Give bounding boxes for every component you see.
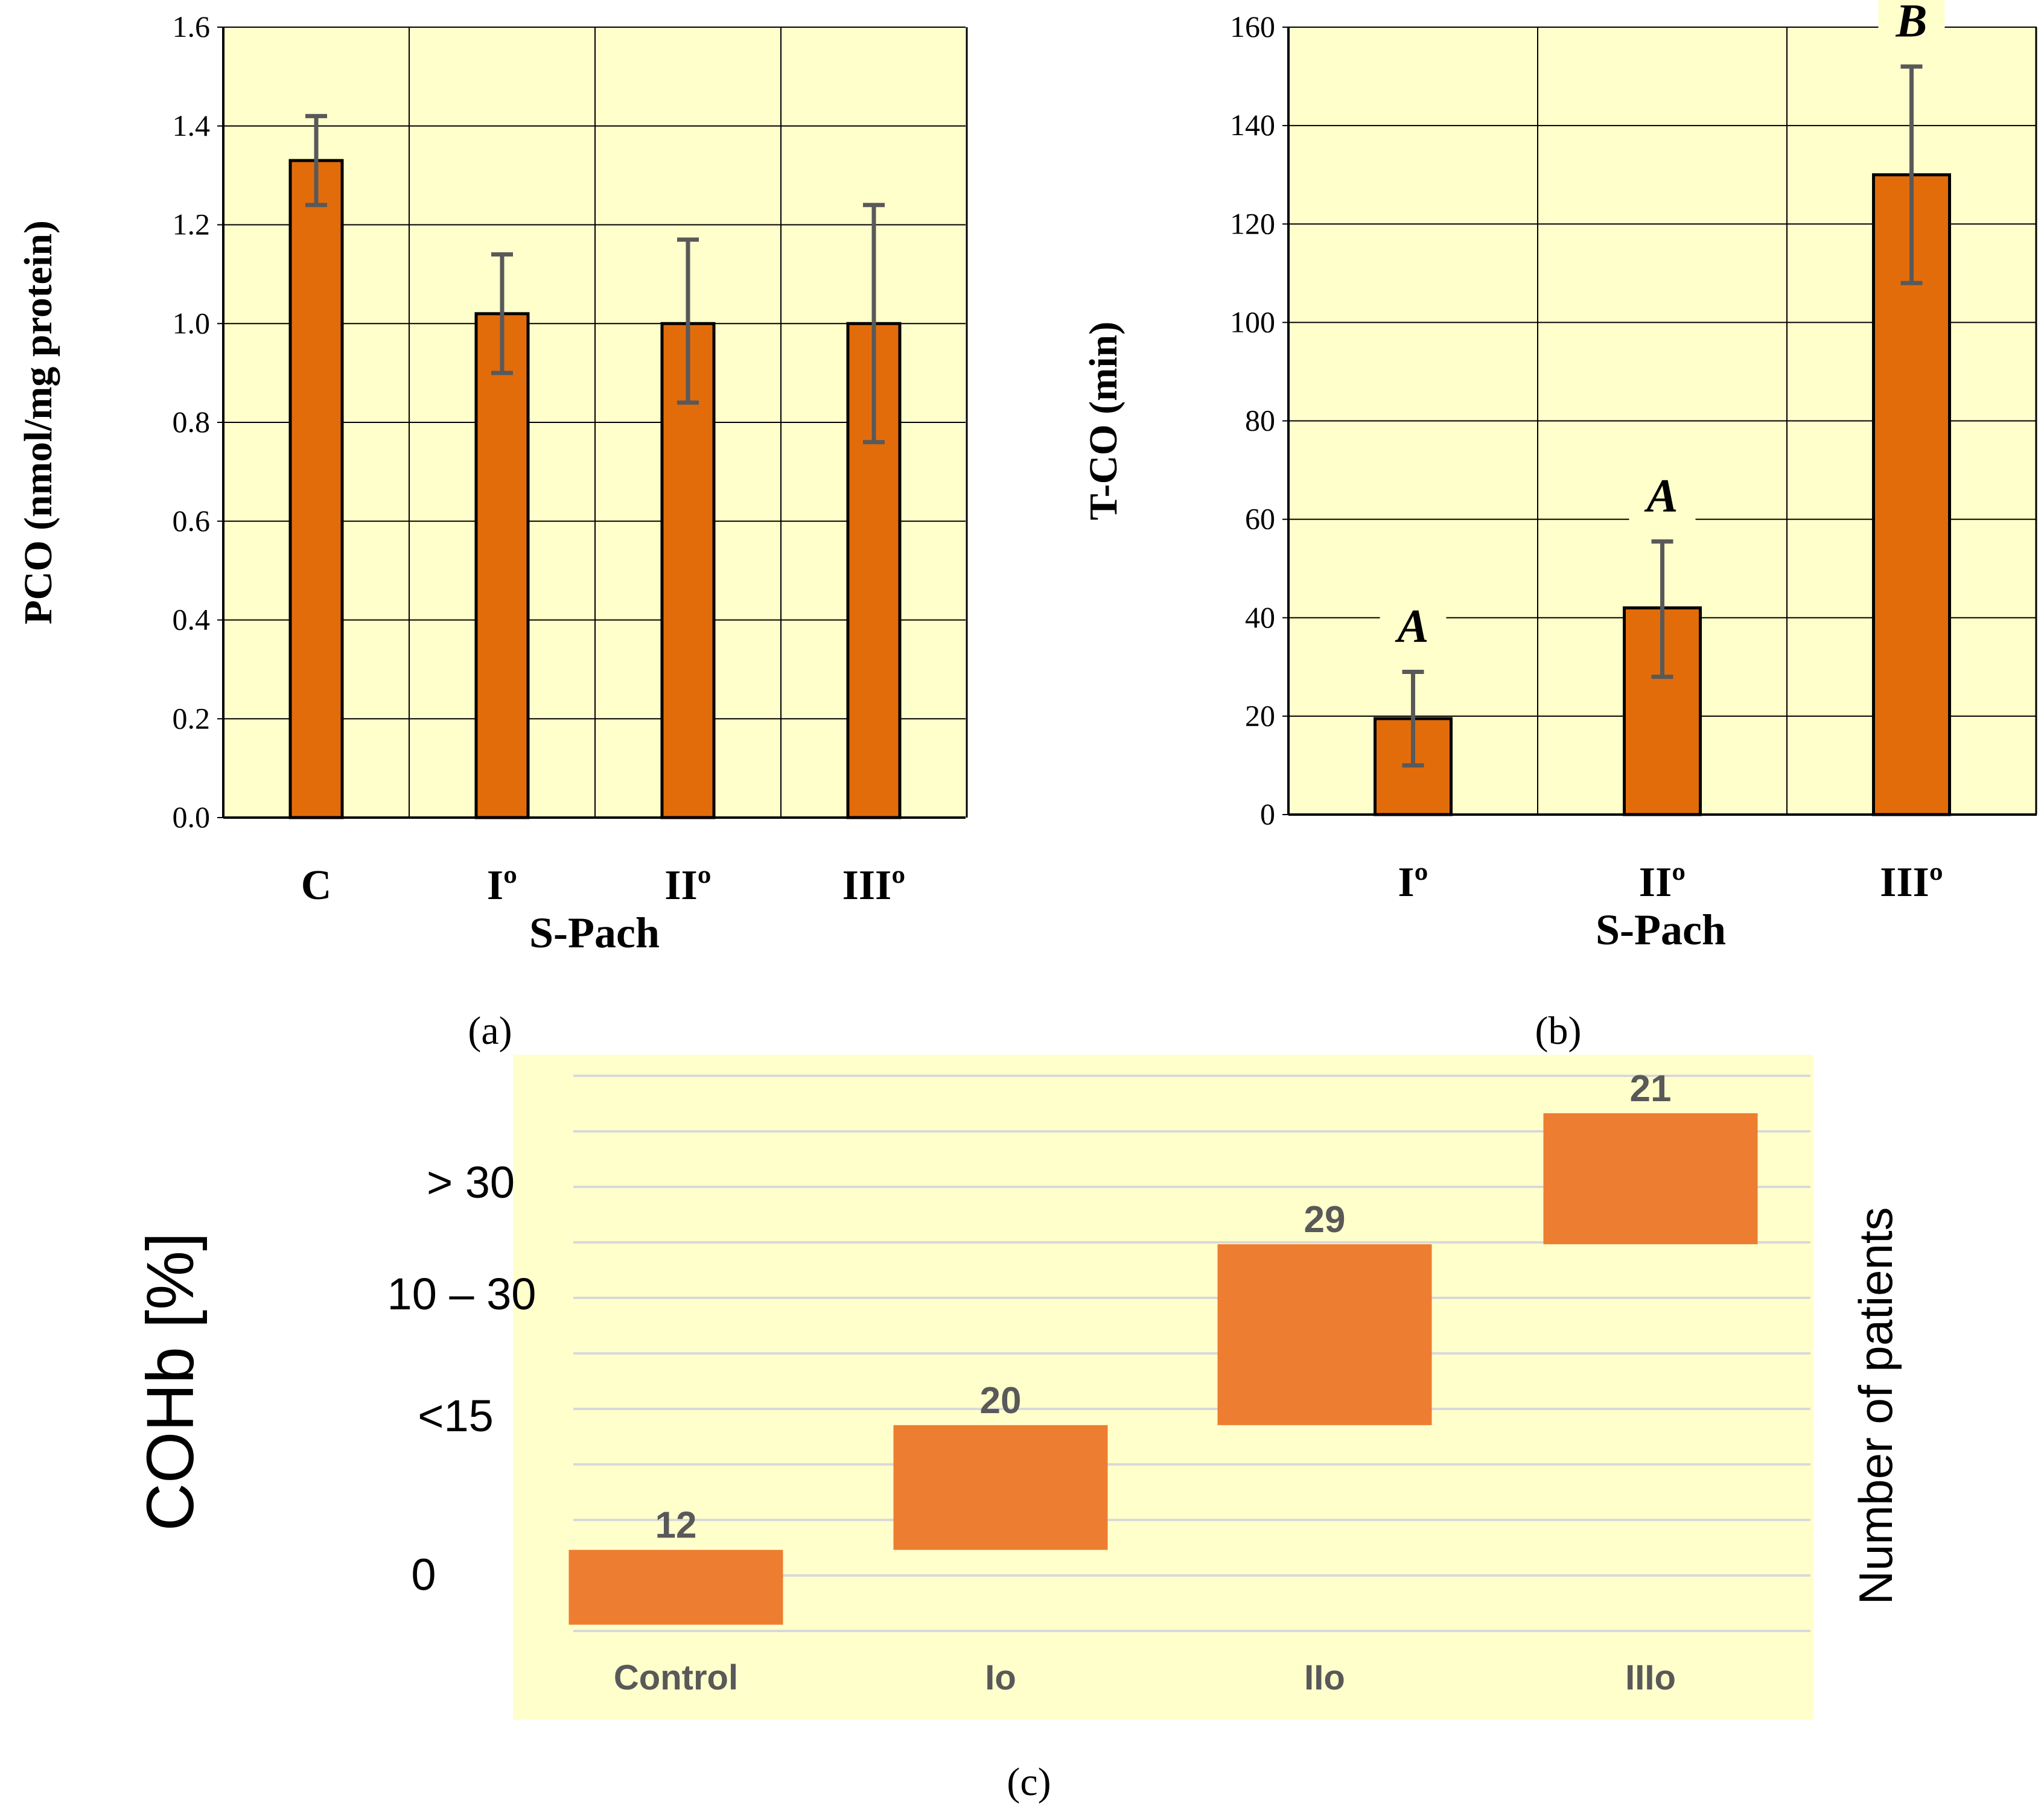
x-tick-label: IIIº [842, 862, 906, 909]
x-tick-label: Iº [1398, 859, 1428, 906]
bar [288, 159, 344, 819]
y-tick-label: 40 [1245, 600, 1275, 634]
letter-mask [1629, 474, 1696, 523]
data-label: 12 [655, 1505, 697, 1546]
y-axis-title: PCO (nmol/mg protein) [16, 220, 60, 625]
x-tick-label: C [301, 862, 332, 909]
x-tick-label: Iº [487, 862, 517, 909]
x-tick-label: Io [985, 1658, 1016, 1697]
data-label: 20 [980, 1380, 1022, 1422]
data-label: 29 [1304, 1199, 1346, 1241]
y-tick-label: 80 [1245, 404, 1275, 437]
y-tick-label: 0.0 [173, 800, 211, 834]
floating-bar [1543, 1113, 1758, 1245]
chart-panel-c: 0 <15 10 – 30 > 30 12 Control 20 Io 29 IIo 21 IIIo C… [133, 1055, 1902, 1804]
data-label: 21 [1630, 1068, 1672, 1110]
x-tick-label: IIº [664, 862, 712, 909]
x-tick-label: IIº [1639, 859, 1686, 906]
x-tick-label: IIIº [1880, 859, 1943, 906]
panel-label: (b) [1535, 1009, 1582, 1053]
y-category-label: 0 [411, 1549, 436, 1600]
x-tick-label: Control [614, 1658, 738, 1697]
panel-label: (a) [468, 1009, 512, 1053]
significance-letter: A [1643, 469, 1678, 521]
significance-letter: A [1394, 599, 1428, 652]
chart-panel-b: 0 20 40 60 80 100 120 140 160 Iº A IIº A IIIº B S-Pach T… [1081, 0, 2037, 1053]
y-category-label: <15 [418, 1391, 494, 1441]
x-tick-label: IIo [1304, 1658, 1345, 1697]
y-tick-label: 1.6 [173, 10, 211, 43]
y-tick-label: 0.2 [173, 701, 211, 735]
panel-label: (c) [1007, 1760, 1051, 1804]
floating-bar [1217, 1244, 1432, 1425]
letter-mask [1380, 604, 1447, 653]
y-category-label: > 30 [427, 1157, 515, 1207]
y-tick-label: 160 [1230, 10, 1275, 43]
y-tick-label: 20 [1245, 699, 1275, 733]
y-tick-label: 1.0 [173, 306, 211, 340]
x-tick-label: IIIo [1625, 1658, 1676, 1697]
y-tick-label: 60 [1245, 502, 1275, 536]
y-tick-label: 140 [1230, 108, 1275, 142]
x-axis-title: S-Pach [529, 909, 660, 957]
chart-panel-a: 0.0 0.2 0.4 0.6 0.8 1.0 1.2 1.4 1.6 C Iº IIº IIIº S-P… [16, 10, 968, 1053]
floating-bar [893, 1425, 1108, 1550]
y-tick-label: 120 [1230, 206, 1275, 240]
y-tick-label: 0.4 [173, 603, 211, 637]
y-tick-label: 0.6 [173, 504, 211, 538]
y-category-label: 10 – 30 [387, 1269, 536, 1319]
x-axis-title: S-Pach [1596, 906, 1726, 954]
y-tick-label: 100 [1230, 305, 1275, 338]
y-tick-label: 0 [1260, 797, 1275, 831]
bar [474, 312, 530, 819]
y-axis-title: COHb [%] [133, 1232, 208, 1531]
y-tick-label: 1.4 [173, 109, 211, 142]
floating-bar [568, 1549, 783, 1625]
letter-mask [1878, 0, 1945, 48]
y2-axis-title: Number of patients [1849, 1207, 1902, 1604]
significance-letter: B [1895, 0, 1927, 46]
y-axis-title: T-CO (min) [1081, 322, 1125, 520]
y-tick-label: 1.2 [173, 208, 211, 241]
y-tick-label: 0.8 [173, 405, 211, 439]
